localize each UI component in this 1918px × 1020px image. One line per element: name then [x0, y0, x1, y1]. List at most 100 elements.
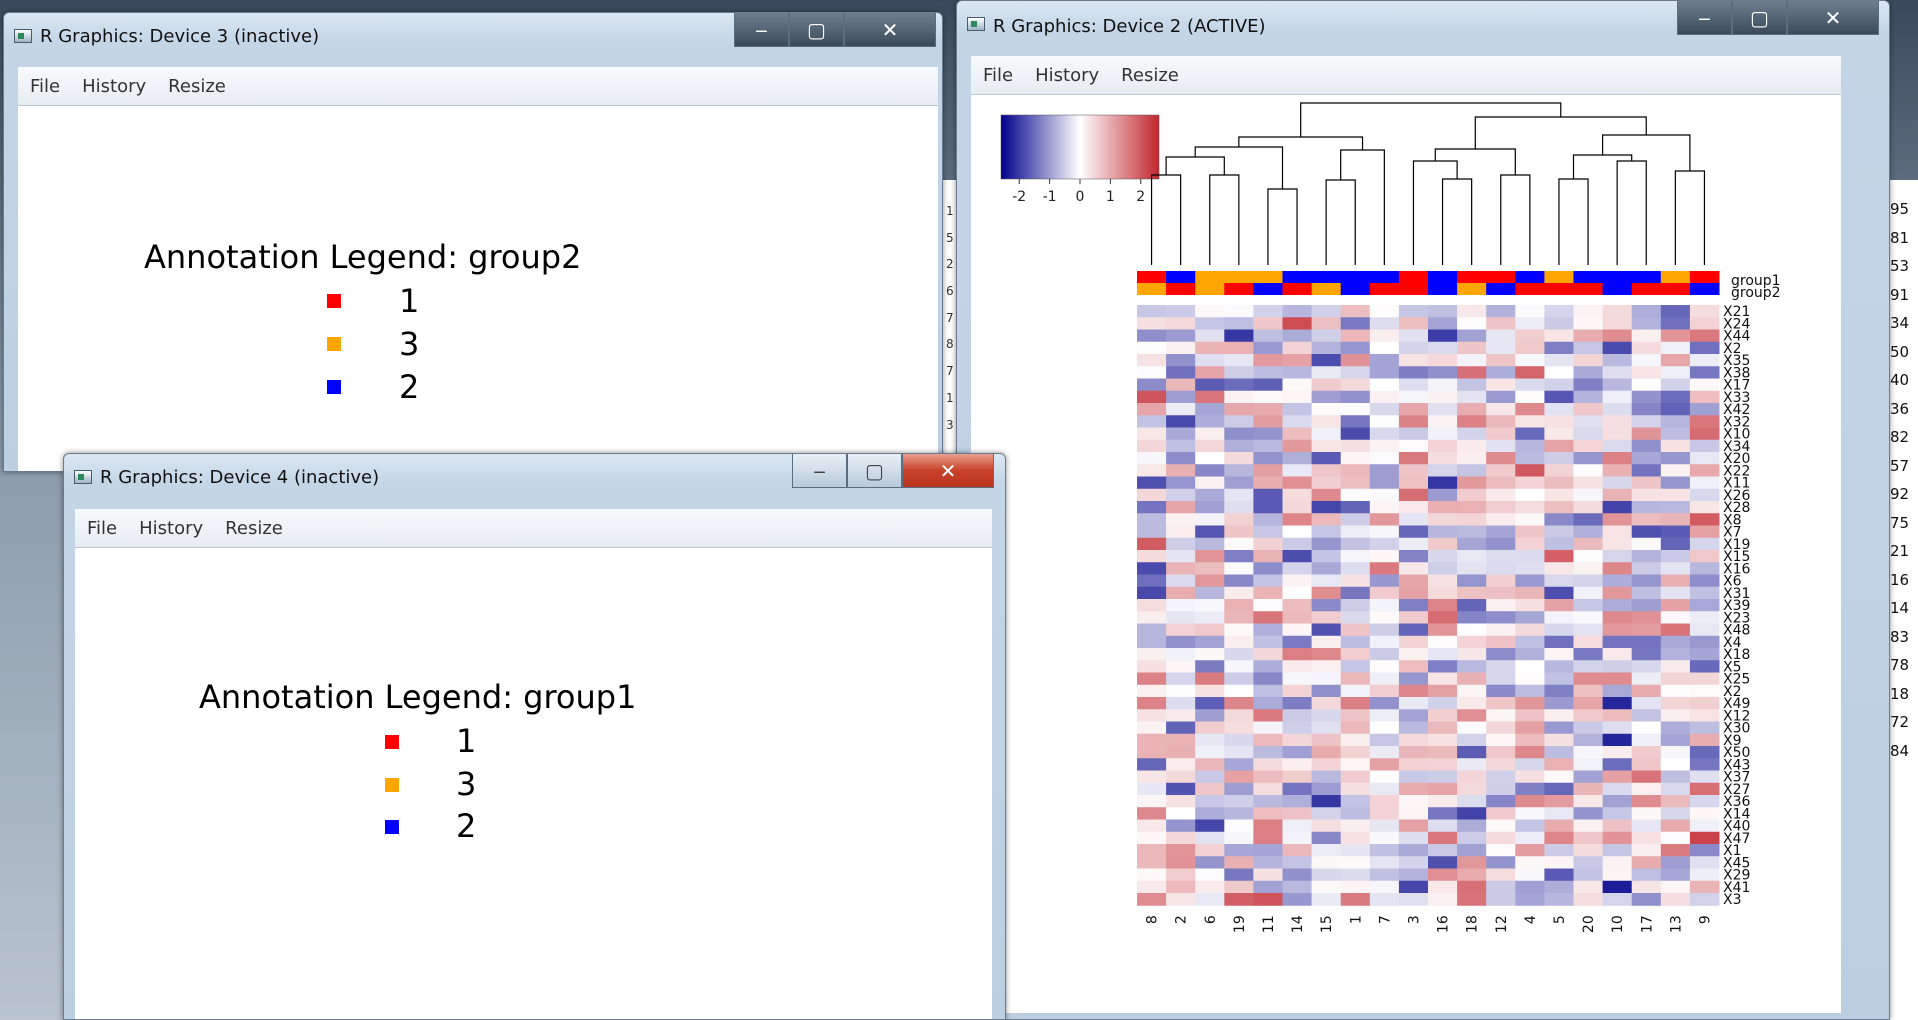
heatmap-cell — [1398, 366, 1429, 379]
row-label: X36 — [1723, 794, 1750, 810]
heatmap-cell — [1224, 770, 1254, 784]
heatmap-cell — [1369, 635, 1400, 649]
annotation-cell-group2 — [1515, 283, 1545, 295]
maximize-button[interactable]: ▢ — [1732, 1, 1787, 35]
row-label: X10 — [1723, 427, 1750, 443]
heatmap-cell — [1369, 782, 1400, 796]
heatmap-cell — [1195, 844, 1225, 857]
menu-resize[interactable]: Resize — [225, 517, 283, 539]
heatmap-cell — [1253, 403, 1283, 416]
row-label: X4 — [1723, 635, 1742, 651]
device4-titlebar[interactable]: R Graphics: Device 4 (inactive) — [64, 454, 1005, 498]
row-label: X15 — [1723, 549, 1750, 565]
heatmap-cell — [1166, 341, 1196, 355]
heatmap-cell — [1253, 758, 1283, 771]
menu-file[interactable]: File — [30, 75, 61, 97]
heatmap-cell — [1602, 439, 1633, 453]
heatmap-cell — [1428, 893, 1458, 906]
heatmap-cell — [1253, 329, 1283, 343]
minimize-button[interactable]: ‒ — [1677, 1, 1732, 35]
heatmap-cell — [1457, 623, 1487, 637]
heatmap-cell — [1544, 537, 1574, 551]
heatmap-cell — [1486, 452, 1516, 465]
menu-file[interactable]: File — [87, 517, 118, 539]
heatmap-cell — [1137, 501, 1167, 514]
menu-resize[interactable]: Resize — [168, 75, 226, 97]
close-button[interactable]: ✕ — [902, 454, 994, 488]
maximize-button[interactable]: ▢ — [789, 13, 844, 47]
heatmap-cell — [1195, 537, 1225, 551]
heatmap-cell — [1515, 807, 1545, 820]
heatmap-cell — [1544, 709, 1574, 722]
maximize-button[interactable]: ▢ — [847, 454, 902, 488]
heatmap-cell — [1195, 880, 1225, 894]
menu-history[interactable]: History — [1035, 64, 1100, 86]
color-scale-tick-label: -1 — [1043, 189, 1057, 205]
heatmap-cell — [1689, 574, 1720, 588]
annotation-cell-group1 — [1486, 271, 1516, 283]
heatmap-cell — [1631, 672, 1662, 686]
heatmap-cell — [1340, 586, 1371, 600]
annotation-cell-group2 — [1195, 283, 1225, 295]
heatmap-cell — [1224, 684, 1254, 698]
heatmap-cell — [1398, 439, 1429, 453]
heatmap-cell — [1282, 586, 1313, 600]
close-button[interactable]: ✕ — [844, 13, 936, 47]
menu-file[interactable]: File — [983, 64, 1014, 86]
heatmap-cell — [1340, 452, 1371, 465]
heatmap-cell — [1573, 758, 1604, 771]
bg-number: 95 — [1890, 200, 1910, 218]
heatmap-cell — [1544, 415, 1574, 428]
heatmap-cell — [1398, 341, 1429, 355]
heatmap-cell — [1311, 586, 1342, 600]
heatmap-cell — [1282, 782, 1313, 796]
minimize-button[interactable]: ‒ — [792, 454, 847, 488]
heatmap-cell — [1486, 525, 1516, 539]
menu-history[interactable]: History — [139, 517, 204, 539]
heatmap-cell — [1253, 868, 1283, 882]
heatmap-cell — [1515, 819, 1545, 833]
bg-number: 6 — [946, 284, 954, 299]
heatmap-cell — [1428, 366, 1458, 379]
heatmap-cell — [1137, 770, 1167, 784]
heatmap-cell — [1195, 721, 1225, 735]
menu-history[interactable]: History — [82, 75, 147, 97]
heatmap-cell — [1166, 721, 1196, 735]
heatmap-cell — [1253, 684, 1283, 698]
menu-resize[interactable]: Resize — [1121, 64, 1179, 86]
heatmap-cell — [1544, 427, 1574, 441]
heatmap-cell — [1689, 341, 1720, 355]
heatmap-cell — [1428, 341, 1458, 355]
heatmap-cell — [1137, 525, 1167, 539]
device4-window[interactable]: R Graphics: Device 4 (inactive) ‒ ▢ ✕ Fi… — [63, 453, 1006, 1020]
heatmap-cell — [1457, 403, 1487, 416]
heatmap-cell — [1631, 390, 1662, 404]
heatmap-cell — [1486, 893, 1516, 906]
device3-window[interactable]: R Graphics: Device 3 (inactive) ‒ ▢ ✕ Fi… — [3, 12, 943, 472]
heatmap-cell — [1224, 390, 1254, 404]
dendrogram-branch — [1674, 170, 1706, 265]
heatmap-cell — [1428, 758, 1458, 771]
close-button[interactable]: ✕ — [1787, 1, 1879, 35]
annotation-cell-group1 — [1631, 271, 1662, 283]
heatmap-cell — [1631, 550, 1662, 563]
heatmap-cell — [1660, 623, 1691, 637]
heatmap-cell — [1486, 427, 1516, 441]
row-label: X37 — [1723, 770, 1750, 786]
heatmap-cell — [1660, 807, 1691, 820]
heatmap-cell — [1224, 733, 1254, 747]
heatmap-cell — [1544, 476, 1574, 490]
heatmap-cell — [1137, 807, 1167, 820]
device2-titlebar[interactable]: R Graphics: Device 2 (ACTIVE) — [957, 1, 1889, 45]
heatmap-cell — [1311, 354, 1342, 367]
heatmap-cell — [1166, 868, 1196, 882]
heatmap-cell — [1137, 660, 1167, 673]
heatmap-cell — [1311, 758, 1342, 771]
device2-window[interactable]: R Graphics: Device 2 (ACTIVE) ‒ ▢ ✕ File… — [956, 0, 1890, 1020]
device3-titlebar[interactable]: R Graphics: Device 3 (inactive) — [4, 13, 942, 57]
minimize-button[interactable]: ‒ — [734, 13, 789, 47]
annotation-cell-group1 — [1253, 271, 1283, 283]
heatmap-cell — [1660, 537, 1691, 551]
heatmap-cell — [1486, 574, 1516, 588]
heatmap-cell — [1486, 488, 1516, 502]
